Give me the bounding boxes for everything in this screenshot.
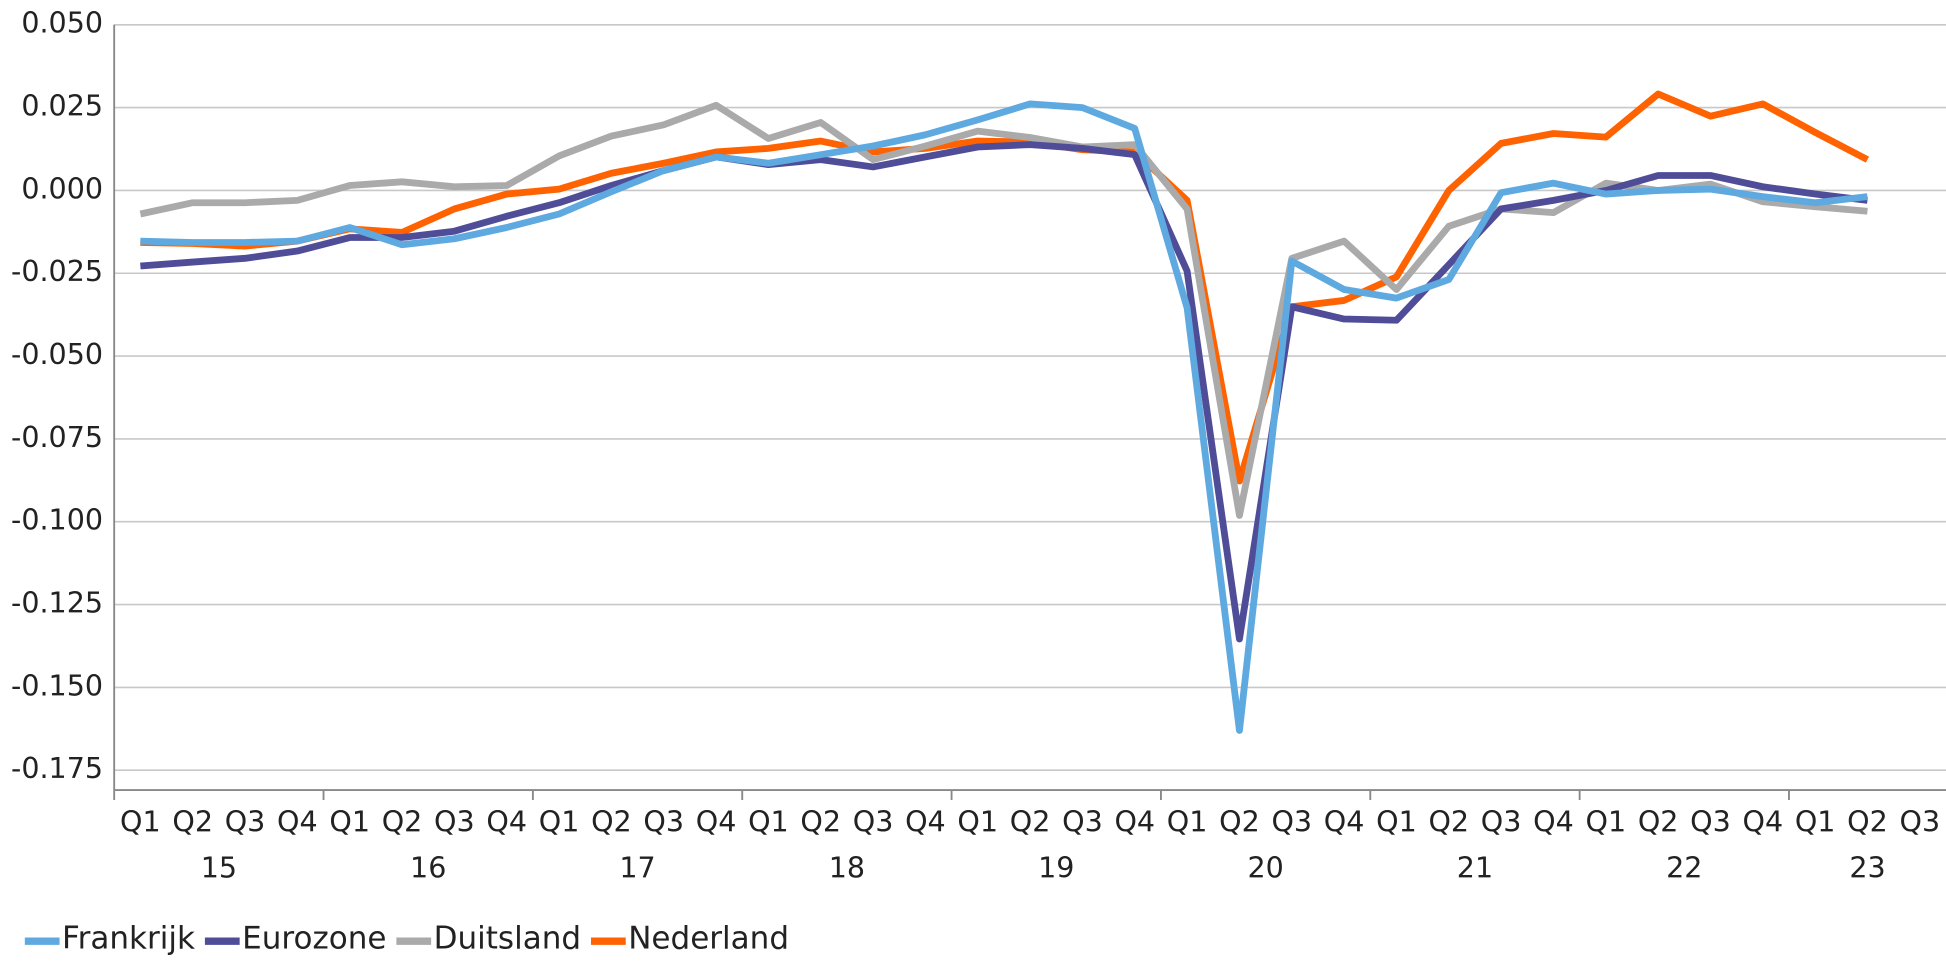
- x-tick-label: Q1: [748, 806, 789, 839]
- x-tick-label: Q3: [1481, 806, 1522, 839]
- x-tick-label: Q3: [434, 806, 475, 839]
- x-tick-label: Q1: [1795, 806, 1836, 839]
- x-tick-label: Q1: [1167, 806, 1208, 839]
- x-tick-label: Q2: [1847, 806, 1888, 839]
- x-tick-label: Q4: [1533, 806, 1574, 839]
- x-group-label: 16: [410, 851, 446, 884]
- x-tick-label: Q2: [1219, 806, 1260, 839]
- x-tick-label: Q2: [591, 806, 632, 839]
- y-tick-label: -0.050: [11, 338, 103, 371]
- y-tick-label: -0.075: [11, 421, 103, 454]
- y-tick-label: 0.000: [21, 172, 103, 205]
- x-tick-label: Q3: [1271, 806, 1312, 839]
- legend-label: Frankrijk: [62, 920, 195, 956]
- x-tick-label: Q3: [643, 806, 684, 839]
- series-line: [140, 90, 1870, 485]
- legend-label: Duitsland: [434, 920, 581, 956]
- y-tick-label: -0.175: [11, 752, 103, 785]
- y-tick-label: 0.025: [21, 90, 103, 123]
- y-tick-label: 0.050: [21, 7, 103, 40]
- x-tick-label: Q3: [1900, 806, 1941, 839]
- x-tick-label: Q3: [1690, 806, 1731, 839]
- x-group-label: 22: [1666, 851, 1702, 884]
- axes: 0.050 0.025 0.000 -0.025 -0.050 -0.075 -0.100 -…: [11, 7, 1946, 884]
- x-group-label: 19: [1038, 851, 1074, 884]
- series-line: [140, 100, 1868, 734]
- x-tick-label: Q2: [382, 806, 423, 839]
- x-group-label: 17: [619, 851, 655, 884]
- x-tick-label: Q1: [539, 806, 580, 839]
- x-tick-label: Q2: [172, 806, 213, 839]
- x-tick-label: Q2: [1010, 806, 1051, 839]
- x-tick-label: Q2: [1638, 806, 1679, 839]
- series-line: [140, 141, 1868, 643]
- x-group-label: 20: [1247, 851, 1283, 884]
- x-tick-label: Q1: [1376, 806, 1417, 839]
- x-group-label: 23: [1849, 851, 1885, 884]
- x-tick-label: Q4: [1324, 806, 1365, 839]
- plot-area: [139, 90, 1870, 734]
- x-tick-label: Q3: [1062, 806, 1103, 839]
- x-tick-label: Q4: [277, 806, 318, 839]
- x-tick-label: Q2: [1428, 806, 1469, 839]
- x-tick-label: Q1: [957, 806, 998, 839]
- x-tick-label: Q1: [329, 806, 370, 839]
- grid: [114, 23, 1946, 772]
- x-group-label: 15: [201, 851, 237, 884]
- series-line: [139, 101, 1868, 519]
- x-tick-label: Q4: [696, 806, 737, 839]
- x-tick-label: Q3: [225, 806, 266, 839]
- legend-label: Eurozone: [242, 920, 386, 956]
- y-tick-label: -0.150: [11, 669, 103, 702]
- x-tick-label: Q4: [905, 806, 946, 839]
- legend: Frankrijk Eurozone Duitsland Nederland: [24, 920, 789, 956]
- x-tick-label: Q1: [120, 806, 161, 839]
- y-tick-label: -0.125: [11, 587, 103, 620]
- x-tick-label: Q4: [1114, 806, 1155, 839]
- y-tick-label: -0.100: [11, 504, 103, 537]
- x-tick-label: Q4: [486, 806, 527, 839]
- x-tick-label: Q1: [1585, 806, 1626, 839]
- x-tick-label: Q4: [1743, 806, 1784, 839]
- y-tick-label: -0.025: [11, 255, 103, 288]
- x-tick-label: Q3: [853, 806, 894, 839]
- legend-label: Nederland: [628, 920, 789, 956]
- x-tick-label: Q2: [800, 806, 841, 839]
- x-group-label: 18: [829, 851, 865, 884]
- x-group-label: 21: [1457, 851, 1493, 884]
